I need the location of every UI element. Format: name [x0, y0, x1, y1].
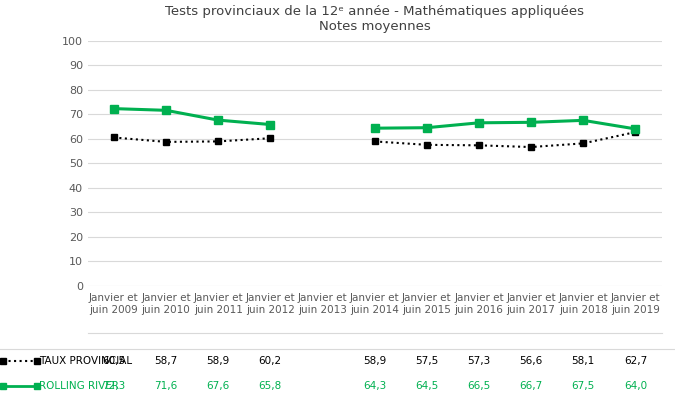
Text: 58,1: 58,1 [572, 356, 595, 366]
Text: 65,8: 65,8 [259, 381, 282, 390]
Text: Janvier et
juin 2012: Janvier et juin 2012 [246, 293, 295, 315]
Text: Janvier et
juin 2010: Janvier et juin 2010 [141, 293, 191, 315]
Text: 57,3: 57,3 [467, 356, 491, 366]
Text: 62,7: 62,7 [624, 356, 647, 366]
Text: 60,2: 60,2 [259, 356, 282, 366]
Text: Janvier et
juin 2011: Janvier et juin 2011 [193, 293, 243, 315]
Text: 60,5: 60,5 [103, 356, 126, 366]
Text: TAUX PROVINCIAL: TAUX PROVINCIAL [39, 356, 132, 366]
Text: Janvier et
juin 2018: Janvier et juin 2018 [558, 293, 608, 315]
Text: 57,5: 57,5 [415, 356, 438, 366]
Title: Tests provinciaux de la 12ᵉ année - Mathématiques appliquées
Notes moyennes: Tests provinciaux de la 12ᵉ année - Math… [165, 4, 584, 33]
Text: 58,7: 58,7 [155, 356, 178, 366]
Text: 58,9: 58,9 [363, 356, 386, 366]
Text: 64,3: 64,3 [363, 381, 386, 390]
Text: 56,6: 56,6 [520, 356, 543, 366]
Text: Janvier et
juin 2009: Janvier et juin 2009 [89, 293, 138, 315]
Text: 66,7: 66,7 [520, 381, 543, 390]
Text: Janvier et
juin 2016: Janvier et juin 2016 [454, 293, 504, 315]
Text: 64,0: 64,0 [624, 381, 647, 390]
Text: Janvier et
juin 2013: Janvier et juin 2013 [298, 293, 347, 315]
Text: 67,6: 67,6 [207, 381, 230, 390]
Text: Janvier et
juin 2014: Janvier et juin 2014 [350, 293, 400, 315]
Text: 64,5: 64,5 [415, 381, 438, 390]
Text: Janvier et
juin 2017: Janvier et juin 2017 [506, 293, 556, 315]
Text: 66,5: 66,5 [467, 381, 491, 390]
Text: 72,3: 72,3 [102, 381, 126, 390]
Text: 67,5: 67,5 [572, 381, 595, 390]
Text: ROLLING RIVER: ROLLING RIVER [39, 381, 119, 390]
Text: 58,9: 58,9 [207, 356, 230, 366]
Text: Janvier et
juin 2015: Janvier et juin 2015 [402, 293, 452, 315]
Text: Janvier et
juin 2019: Janvier et juin 2019 [611, 293, 660, 315]
Text: 71,6: 71,6 [155, 381, 178, 390]
